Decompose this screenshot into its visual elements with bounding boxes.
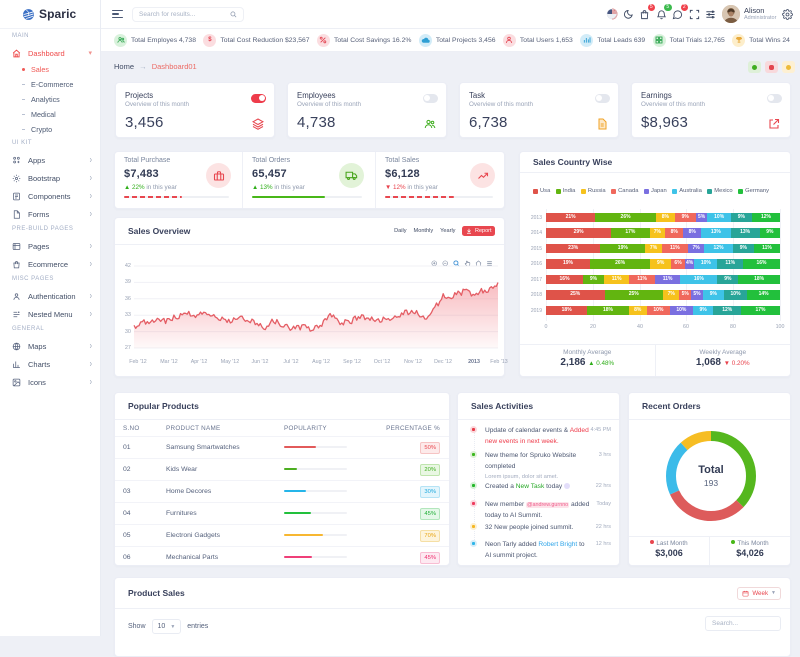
svg-text:Total: Total <box>698 464 723 476</box>
svg-text:193: 193 <box>704 478 718 488</box>
